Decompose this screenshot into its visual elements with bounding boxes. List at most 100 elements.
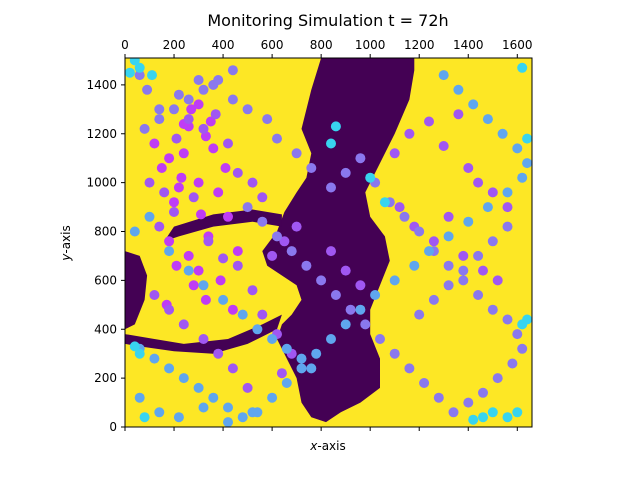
data-point xyxy=(242,104,253,115)
data-point xyxy=(139,123,150,134)
data-point xyxy=(173,182,184,193)
data-point xyxy=(517,62,528,73)
data-point xyxy=(134,392,145,403)
data-point xyxy=(478,387,488,398)
data-point xyxy=(218,253,229,264)
data-point xyxy=(164,246,175,257)
data-point xyxy=(306,363,317,374)
data-point xyxy=(232,260,243,271)
data-point xyxy=(171,260,182,271)
data-point xyxy=(232,246,243,257)
data-point xyxy=(198,123,209,134)
data-point xyxy=(220,163,231,173)
data-point xyxy=(502,412,513,423)
data-point xyxy=(512,143,523,154)
data-point xyxy=(198,280,209,291)
data-point xyxy=(512,407,523,418)
data-point xyxy=(129,58,140,66)
data-point xyxy=(164,304,175,315)
data-point xyxy=(296,353,307,364)
data-point xyxy=(487,304,498,315)
data-point xyxy=(267,392,278,403)
data-point xyxy=(134,348,145,359)
data-point xyxy=(286,246,297,257)
data-point xyxy=(154,221,165,232)
data-point xyxy=(404,363,415,374)
data-point xyxy=(125,67,135,78)
data-point xyxy=(394,202,405,213)
y-axis-label-suffix: -axis xyxy=(59,225,73,253)
data-point xyxy=(164,236,175,247)
data-point xyxy=(330,290,341,300)
data-point xyxy=(458,275,469,286)
data-point xyxy=(257,216,268,227)
data-point xyxy=(438,141,449,151)
data-point xyxy=(487,407,498,418)
data-point xyxy=(311,348,322,359)
data-point xyxy=(433,392,444,403)
data-point xyxy=(129,226,140,237)
data-point xyxy=(247,407,258,418)
data-point xyxy=(227,363,238,374)
data-point xyxy=(326,334,336,344)
x-axis-label: x-axis xyxy=(309,439,345,453)
data-point xyxy=(193,177,204,188)
x-axis-ticks: 0 200 400 600 800 1000 1200 1400 1600 xyxy=(121,38,533,431)
data-point xyxy=(142,84,153,95)
data-point xyxy=(340,319,351,330)
data-point xyxy=(375,334,385,344)
data-point xyxy=(279,236,290,247)
data-point xyxy=(389,148,400,159)
data-point xyxy=(169,207,179,217)
void-regions xyxy=(125,58,415,423)
data-point xyxy=(281,378,292,388)
data-point xyxy=(355,280,366,291)
data-point xyxy=(139,412,150,423)
x-tick-label: 1000 xyxy=(355,38,386,52)
data-point xyxy=(502,187,513,198)
data-point xyxy=(227,65,238,76)
data-point xyxy=(198,334,209,344)
data-point xyxy=(267,250,278,261)
data-point xyxy=(169,197,179,208)
data-point xyxy=(144,211,155,222)
data-point xyxy=(149,353,160,364)
void-region xyxy=(262,58,415,423)
x-tick-label: 1400 xyxy=(453,38,484,52)
data-point xyxy=(399,211,410,222)
data-point xyxy=(215,275,226,286)
data-point xyxy=(365,172,376,183)
data-point xyxy=(178,148,189,159)
data-point xyxy=(144,177,155,188)
data-point xyxy=(453,84,464,95)
data-point xyxy=(149,290,160,300)
data-point xyxy=(517,172,528,183)
data-point xyxy=(453,109,464,120)
data-point xyxy=(227,94,238,105)
data-point xyxy=(502,202,513,213)
data-point xyxy=(129,341,140,352)
data-point xyxy=(482,114,493,125)
data-point xyxy=(301,260,312,271)
data-point xyxy=(482,202,493,213)
data-point xyxy=(478,265,488,276)
data-point xyxy=(463,397,474,408)
data-point xyxy=(213,75,224,85)
data-point xyxy=(507,358,518,369)
void-region xyxy=(164,209,282,242)
data-point xyxy=(492,373,503,384)
data-point xyxy=(409,260,420,271)
data-point xyxy=(227,304,238,315)
data-point xyxy=(178,319,189,330)
x-axis-label-var: x xyxy=(309,439,318,453)
data-point xyxy=(183,250,194,261)
data-point xyxy=(281,343,292,354)
data-point xyxy=(257,192,268,203)
y-axis-label: y-axis xyxy=(59,225,73,261)
data-point xyxy=(522,133,532,144)
data-point xyxy=(473,177,484,188)
x-tick-label: 1600 xyxy=(502,38,533,52)
x-tick-label: 600 xyxy=(261,38,284,52)
data-point xyxy=(340,167,351,178)
